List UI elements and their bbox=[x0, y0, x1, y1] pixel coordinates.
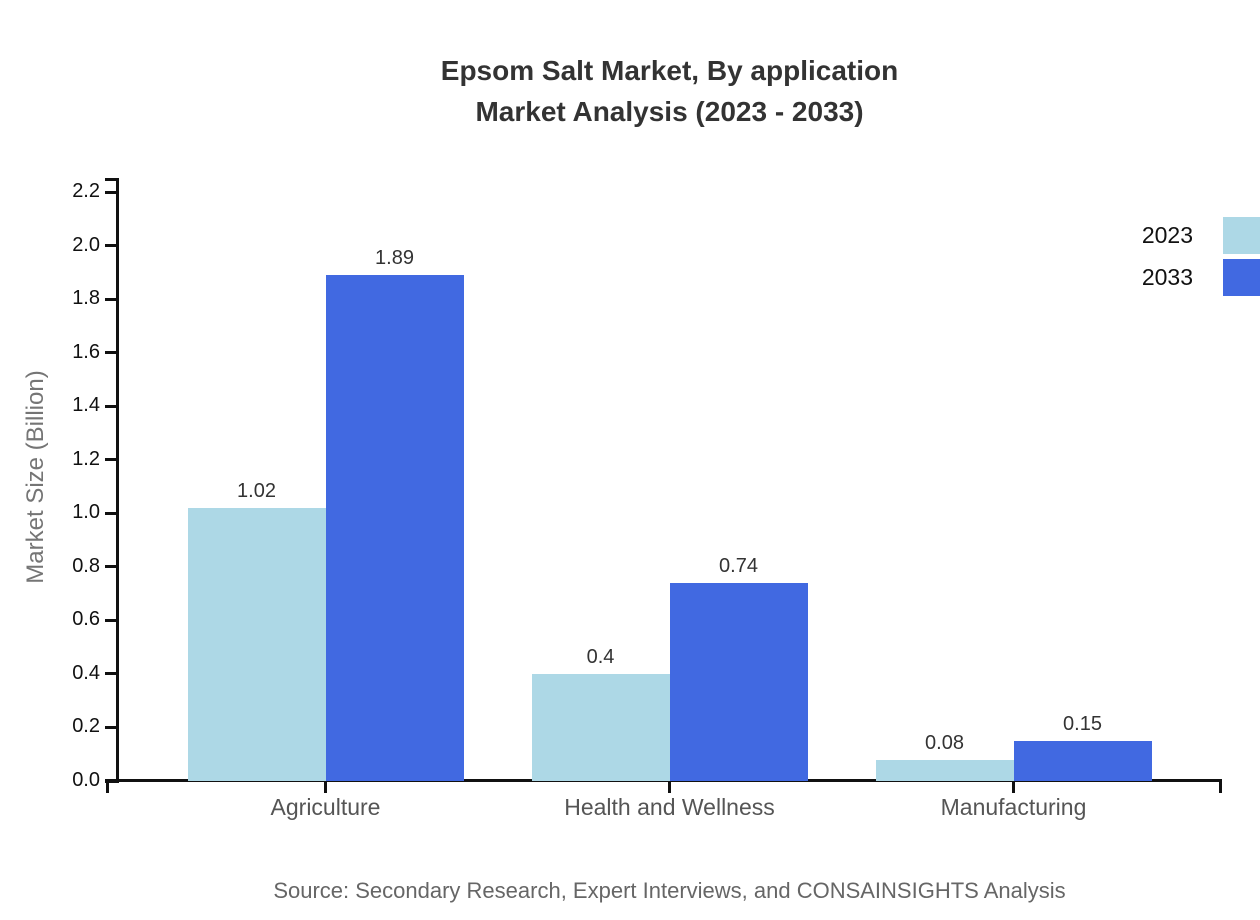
y-axis-tick-label: 0.8 bbox=[72, 554, 100, 577]
y-axis-tick-label: 2.2 bbox=[72, 180, 100, 202]
chart-title: Epsom Salt Market, By application Market… bbox=[112, 50, 1227, 132]
chart-title-line1: Epsom Salt Market, By application bbox=[440, 55, 899, 86]
y-axis-tick bbox=[105, 725, 119, 729]
category-label-agriculture: Agriculture bbox=[270, 794, 381, 820]
y-axis-tick bbox=[105, 351, 119, 355]
legend-label-2023: 2023 bbox=[1141, 222, 1193, 248]
x-axis-right-cap bbox=[1219, 779, 1222, 793]
legend-item-2023[interactable]: 2023 bbox=[1142, 217, 1260, 254]
bar-value-2023-manufacturing: 0.08 bbox=[925, 732, 964, 754]
bar-value-2033-manufacturing: 0.15 bbox=[1063, 713, 1102, 735]
legend-label-2033: 2033 bbox=[1141, 264, 1193, 290]
y-axis-tick-label: 0.6 bbox=[72, 608, 100, 631]
bar-2033-health-and-wellness[interactable] bbox=[669, 583, 808, 781]
y-axis-tick bbox=[105, 618, 119, 622]
legend-swatch-2023-icon bbox=[1223, 217, 1260, 254]
y-axis-tick-label: 1.4 bbox=[72, 394, 100, 417]
y-axis-top-cap bbox=[105, 178, 119, 181]
legend-item-2033[interactable]: 2033 bbox=[1142, 259, 1260, 296]
bar-value-2033-agriculture: 1.89 bbox=[375, 247, 414, 269]
category-label-manufacturing: Manufacturing bbox=[940, 794, 1087, 820]
y-axis-tick bbox=[105, 404, 119, 408]
y-axis-tick bbox=[105, 458, 119, 462]
x-axis-tick bbox=[324, 779, 327, 793]
y-axis-tick-label: 0.0 bbox=[72, 769, 100, 791]
source-attribution: Source: Secondary Research, Expert Inter… bbox=[273, 878, 1066, 903]
y-axis-tick-label: 1.8 bbox=[72, 287, 100, 310]
y-axis-tick bbox=[105, 511, 119, 515]
y-axis-tick-label: 0.2 bbox=[72, 715, 100, 738]
y-axis-tick bbox=[105, 672, 119, 676]
category-label-health-and-wellness: Health and Wellness bbox=[564, 794, 775, 820]
legend: 2023 2033 bbox=[1142, 217, 1260, 296]
legend-swatch-2033-icon bbox=[1223, 259, 1260, 296]
y-axis-tick-label: 2.0 bbox=[72, 233, 100, 256]
x-axis-tick bbox=[1012, 779, 1015, 793]
y-axis-tick bbox=[105, 565, 119, 569]
y-axis-tick bbox=[105, 779, 119, 783]
bar-2023-health-and-wellness[interactable] bbox=[531, 674, 670, 781]
y-axis-tick-label: 0.4 bbox=[72, 661, 100, 684]
y-axis-tick-label: 1.2 bbox=[72, 447, 100, 470]
y-axis-tick bbox=[105, 244, 119, 248]
bar-2023-agriculture[interactable] bbox=[187, 508, 326, 781]
bar-2033-agriculture[interactable] bbox=[325, 275, 464, 781]
y-axis-spine bbox=[116, 178, 119, 781]
y-axis-tick bbox=[105, 297, 119, 301]
y-axis-tick bbox=[105, 190, 119, 194]
bar-2023-manufacturing[interactable] bbox=[875, 760, 1014, 781]
bar-value-2033-health-and-wellness: 0.74 bbox=[719, 555, 758, 577]
y-axis-tick-label: 1.6 bbox=[72, 340, 100, 363]
bar-value-2023-health-and-wellness: 0.4 bbox=[586, 646, 615, 668]
chart-title-line2: Market Analysis (2023 - 2033) bbox=[475, 96, 864, 127]
y-axis-tick-label: 1.0 bbox=[72, 501, 100, 524]
x-axis-tick bbox=[668, 779, 671, 793]
bar-value-2023-agriculture: 1.02 bbox=[237, 480, 276, 502]
x-axis-left-cap bbox=[106, 779, 109, 793]
bar-2033-manufacturing[interactable] bbox=[1013, 741, 1152, 781]
